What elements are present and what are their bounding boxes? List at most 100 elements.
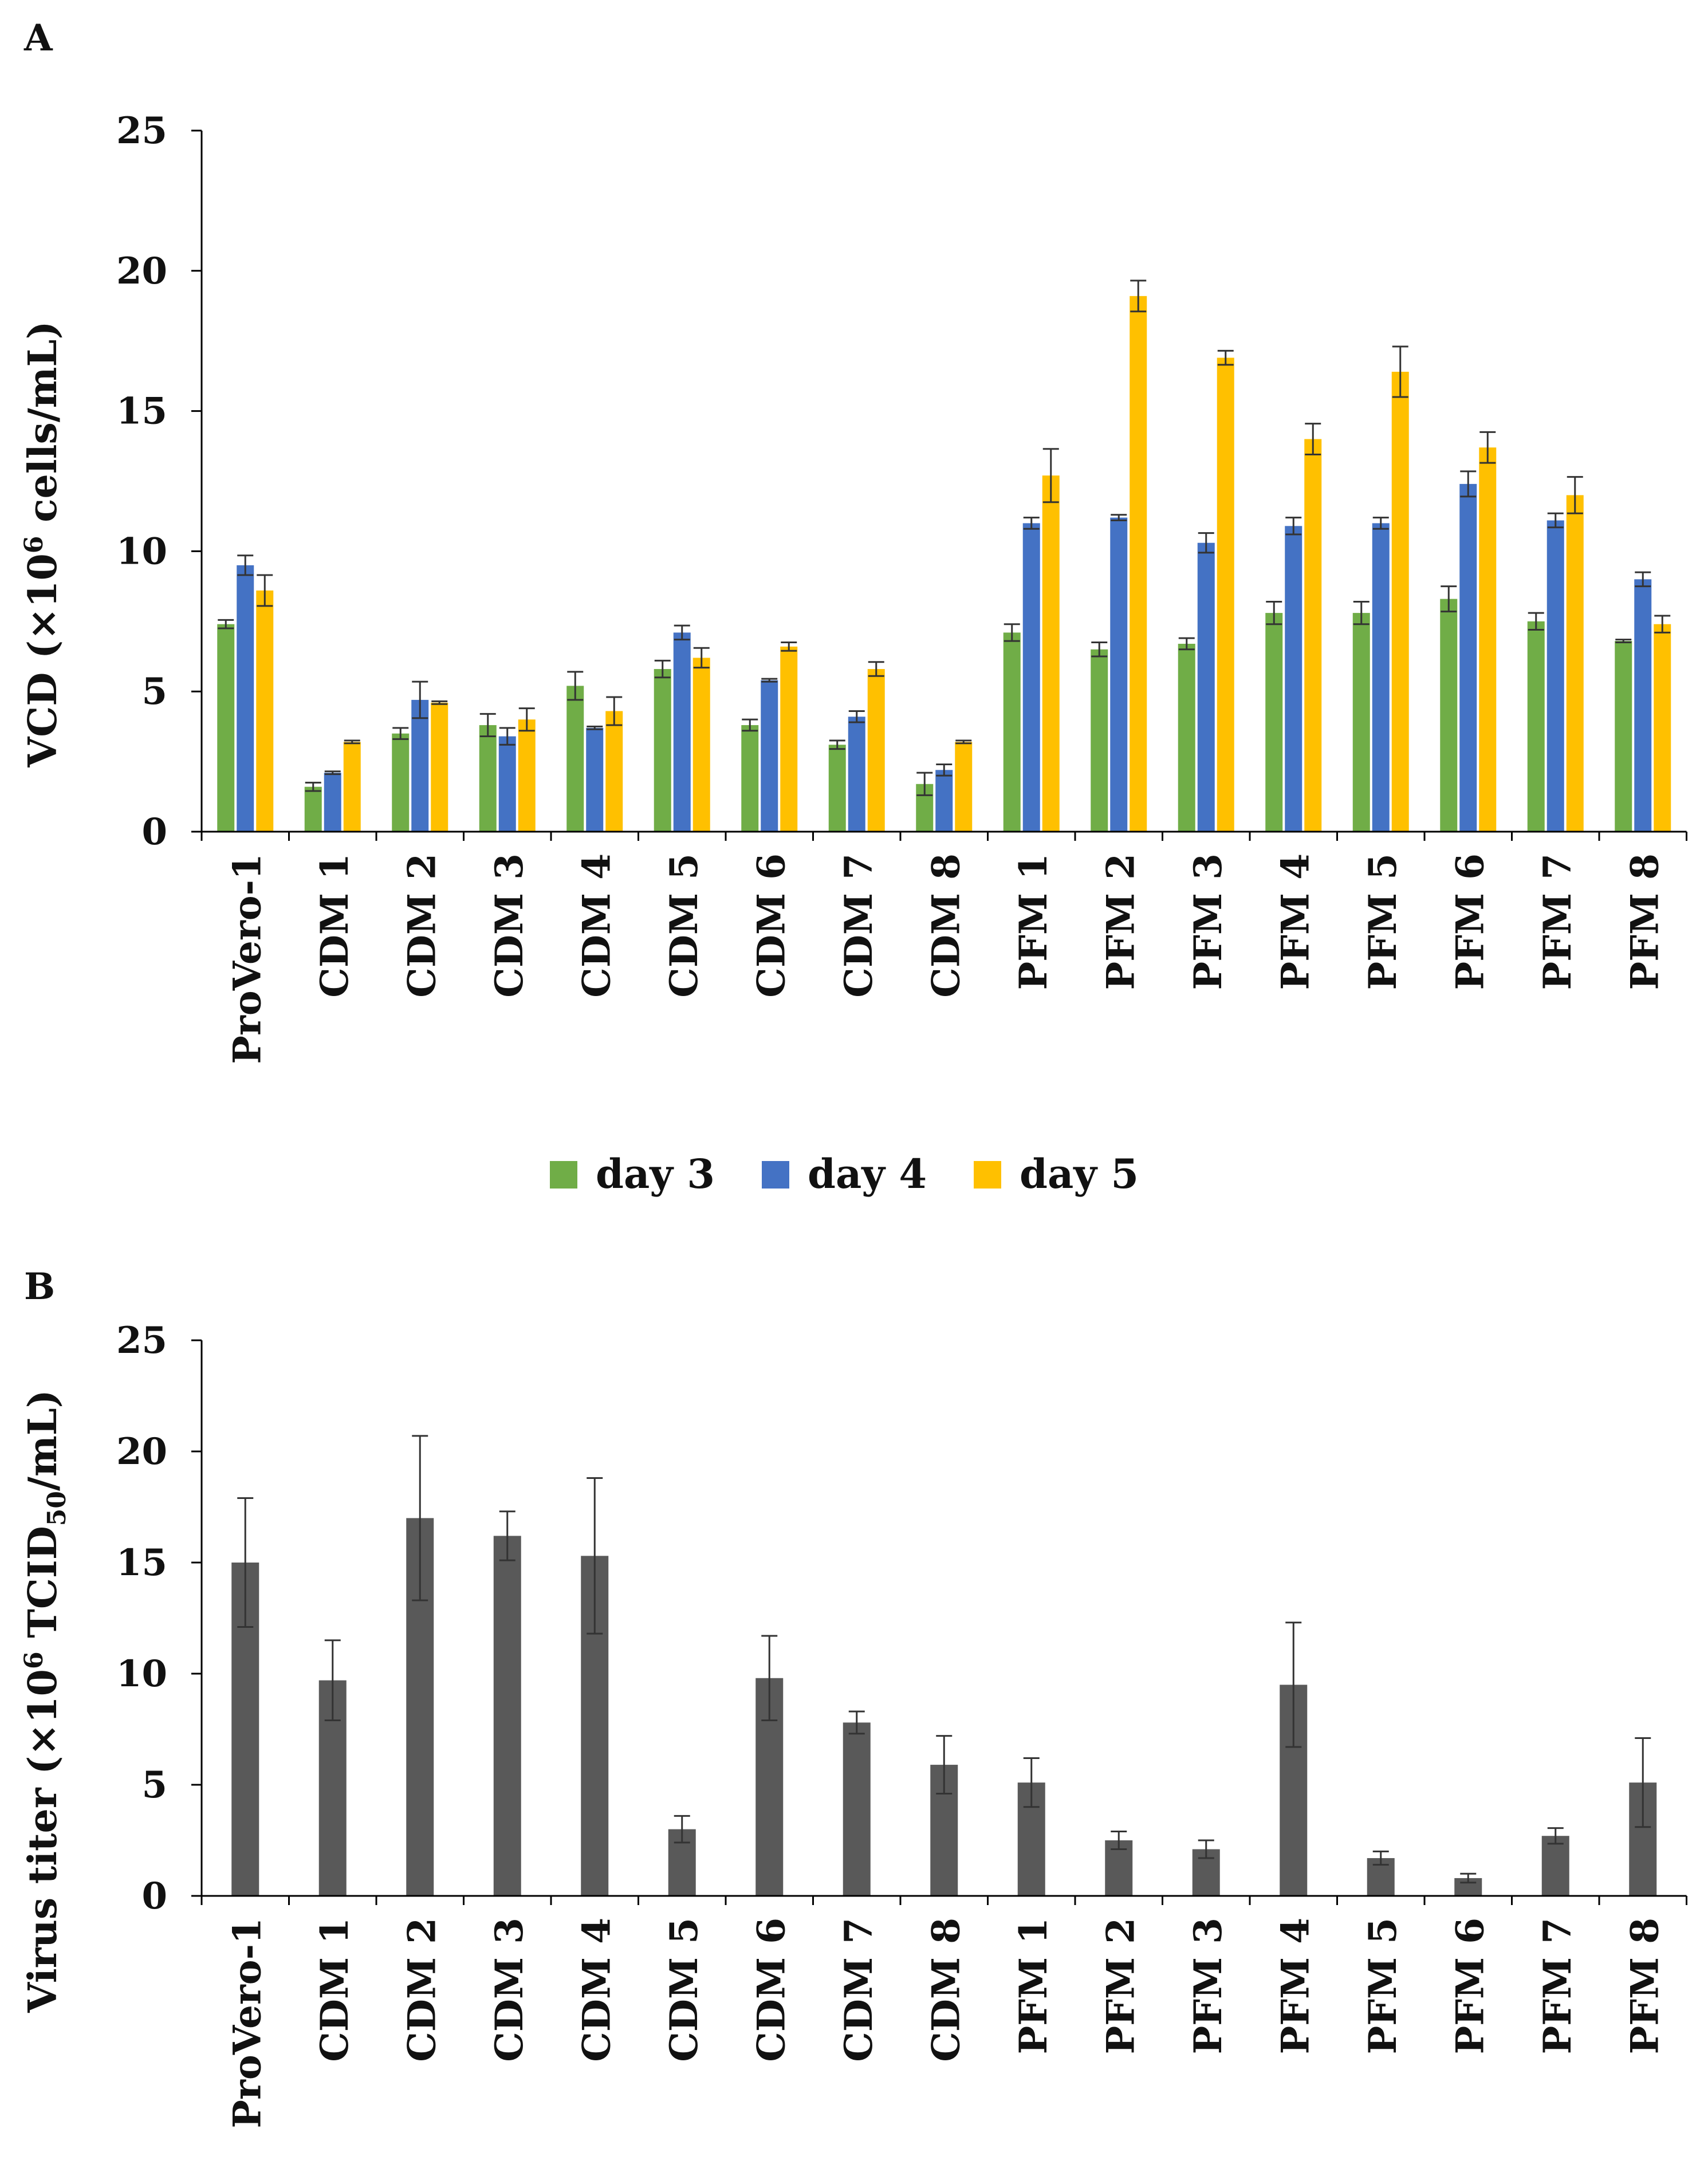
bar-day-4-pfm-7 [1546, 520, 1564, 832]
panel-label-b: B [24, 1265, 55, 1308]
bar-day-5-cdm-7 [867, 669, 885, 832]
bar-day-4-cdm-1 [324, 773, 341, 832]
y-axis-ticks-b: 0 5 10 15 20 25 [116, 1319, 167, 1918]
bar-day-4-cdm-7 [848, 717, 865, 832]
y-tick-label: 15 [116, 1541, 167, 1584]
y-tick-label: 0 [141, 1875, 167, 1918]
x-tick-label-provero-1: ProVero-1 [225, 853, 269, 1064]
bar-day-5-cdm-4 [605, 711, 623, 832]
bar-day-5-pfm-5 [1391, 372, 1409, 832]
bar-day-5-cdm-6 [780, 646, 798, 832]
y-tick-label: 20 [116, 250, 167, 293]
x-tick-label-cdm-8: CDM 8 [923, 1918, 968, 2062]
x-tick-label-cdm-5: CDM 5 [662, 1918, 706, 2062]
bar-day-3-pfm-6 [1440, 599, 1458, 832]
y-label-part: Virus titer (×10 [20, 1669, 66, 2013]
bar-day-4-cdm-3 [498, 736, 516, 832]
bar-day-5-cdm-8 [955, 742, 973, 832]
panel-b-titer-chart: B Virus titer (×106 TCID50/mL) 0 5 10 15 20 2… [19, 1265, 1687, 2128]
bar-day-3-pfm-2 [1091, 649, 1108, 832]
x-tick-label-pfm-6: PFM 6 [1447, 853, 1492, 990]
x-tick-label-pfm-7: PFM 7 [1535, 1918, 1580, 2054]
y-tick-label: 20 [116, 1430, 167, 1473]
bar-day-4-pfm-4 [1285, 526, 1302, 832]
bar-day-4-cdm-5 [673, 632, 691, 832]
bars-a [217, 280, 1671, 832]
x-axis-labels-b: ProVero-1 CDM 1 CDM 2 CDM 3 CDM 4 CDM 5 CDM 6 C… [225, 1918, 1667, 2128]
bar-day-5-cdm-3 [518, 719, 536, 832]
bar-day-4-provero-1 [237, 565, 254, 832]
axes-b [191, 1339, 1687, 1905]
y-label-part: VCD (×10 [20, 553, 66, 768]
bar-day-4-pfm-5 [1372, 523, 1390, 832]
x-tick-label-cdm-5: CDM 5 [662, 853, 706, 998]
bar-day-4-pfm-2 [1110, 517, 1128, 832]
x-tick-label-pfm-5: PFM 5 [1360, 1918, 1405, 2054]
legend-label-day-4: day 4 [808, 1150, 927, 1198]
x-tick-label-cdm-2: CDM 2 [399, 853, 444, 998]
bar-day-4-cdm-8 [935, 770, 953, 832]
y-tick-label: 25 [116, 1319, 167, 1362]
legend-swatch-day-4 [762, 1161, 789, 1189]
bar-day-4-cdm-6 [761, 680, 778, 832]
bar-virus-titer-pfm-7 [1541, 1836, 1569, 1896]
bar-day-3-cdm-6 [741, 725, 759, 832]
x-tick-label-cdm-7: CDM 7 [836, 1918, 881, 2062]
panel-label-a: A [23, 17, 53, 60]
bar-day-4-pfm-6 [1459, 483, 1477, 832]
y-tick-label: 25 [116, 109, 167, 152]
legend-swatch-day-3 [550, 1161, 577, 1189]
bars-b [231, 1435, 1657, 1896]
bar-day-3-pfm-7 [1527, 621, 1545, 832]
bar-day-3-cdm-4 [566, 686, 584, 832]
y-tick-label: 10 [116, 1652, 167, 1695]
bar-day-5-pfm-6 [1479, 447, 1497, 832]
bar-day-4-pfm-8 [1634, 579, 1652, 832]
x-tick-label-cdm-1: CDM 1 [312, 853, 357, 998]
bar-day-3-pfm-4 [1265, 613, 1283, 832]
y-label-part: TCID [20, 1526, 66, 1651]
x-tick-label-pfm-8: PFM 8 [1622, 1918, 1667, 2054]
x-tick-label-cdm-3: CDM 3 [487, 1918, 532, 2062]
bar-day-3-cdm-7 [828, 745, 846, 832]
y-label-part: 50 [42, 1491, 72, 1526]
bar-day-5-pfm-4 [1304, 439, 1322, 832]
y-tick-label: 0 [141, 810, 167, 853]
x-tick-label-cdm-8: CDM 8 [923, 853, 968, 998]
bar-day-5-cdm-2 [431, 702, 448, 832]
x-tick-label-pfm-2: PFM 2 [1098, 853, 1143, 990]
bar-day-4-cdm-2 [411, 699, 429, 832]
y-tick-label: 15 [116, 390, 167, 433]
y-axis-ticks-a: 0 5 10 15 20 25 [116, 109, 167, 853]
x-tick-label-pfm-5: PFM 5 [1360, 853, 1405, 990]
bar-day-5-cdm-5 [692, 658, 710, 832]
bar-virus-titer-cdm-3 [493, 1536, 521, 1896]
axes-a [191, 129, 1687, 841]
bar-day-3-provero-1 [217, 624, 235, 832]
bar-day-3-cdm-3 [479, 725, 497, 832]
bar-day-3-pfm-5 [1352, 613, 1370, 832]
y-axis-label-virus-titer: Virus titer (×106 TCID50/mL) [19, 1390, 72, 2013]
x-axis-labels-a: ProVero-1 CDM 1 CDM 2 CDM 3 CDM 4 CDM 5 CDM 6 C… [225, 853, 1667, 1064]
bar-day-4-pfm-1 [1022, 523, 1040, 832]
x-tick-label-pfm-3: PFM 3 [1186, 853, 1230, 990]
bar-day-5-pfm-3 [1217, 357, 1234, 832]
x-tick-label-cdm-7: CDM 7 [836, 853, 881, 998]
x-tick-label-pfm-4: PFM 4 [1273, 853, 1317, 990]
bar-day-5-pfm-7 [1566, 495, 1584, 832]
x-tick-label-pfm-4: PFM 4 [1273, 1918, 1317, 2054]
bar-day-5-pfm-8 [1654, 624, 1671, 832]
y-label-part: /mL) [20, 1390, 66, 1491]
x-tick-label-provero-1: ProVero-1 [225, 1918, 269, 2128]
bar-day-3-cdm-5 [654, 669, 671, 832]
panel-a-vcd-chart: A VCD (×106 cells/mL) 0 5 10 15 20 25 ProVero… [19, 17, 1687, 1198]
bar-day-5-provero-1 [256, 590, 274, 832]
bar-day-4-cdm-4 [586, 727, 604, 832]
x-tick-label-cdm-6: CDM 6 [749, 1918, 793, 2062]
x-tick-label-pfm-8: PFM 8 [1622, 853, 1667, 990]
x-tick-label-cdm-3: CDM 3 [487, 853, 532, 998]
y-label-part: 6 [19, 536, 49, 554]
legend-label-day-5: day 5 [1020, 1150, 1139, 1198]
bar-day-4-pfm-3 [1197, 542, 1215, 832]
